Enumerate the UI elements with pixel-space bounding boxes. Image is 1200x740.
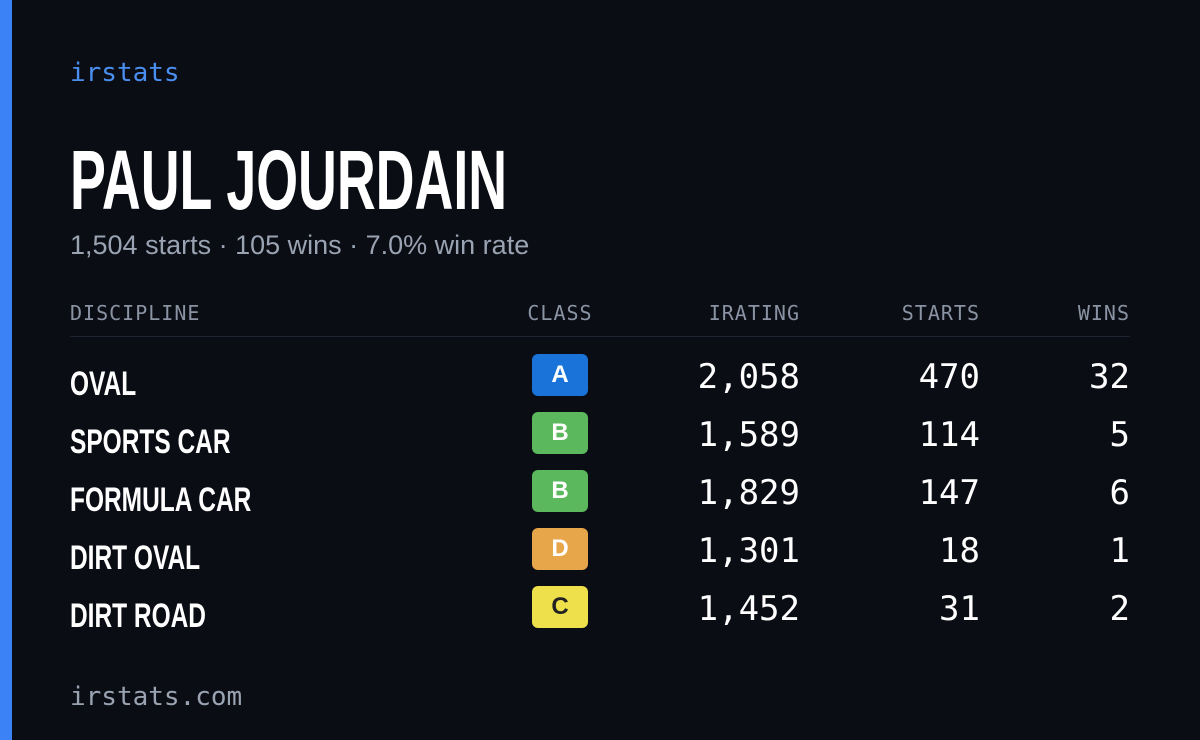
starts-value: 18 [939, 531, 980, 571]
footer: irstats.com [70, 682, 243, 712]
discipline: FORMULA CAR [70, 481, 252, 519]
discipline: SPORTS CAR [70, 423, 231, 461]
irating-value: 1,589 [697, 415, 800, 455]
wins-value: 5 [1109, 415, 1130, 455]
discipline: DIRT OVAL [70, 539, 201, 577]
starts-value: 114 [918, 415, 980, 455]
column-header: CLASS [527, 301, 593, 325]
starts-value: 470 [918, 357, 980, 397]
accent-stripe [0, 0, 12, 740]
starts-value: 31 [939, 589, 980, 629]
driver-name: PAUL JOURDAIN [70, 133, 508, 227]
column-header: STARTS [901, 301, 980, 325]
irating-value: 1,301 [697, 531, 800, 571]
header-rule [70, 336, 1130, 337]
starts-value: 147 [918, 473, 980, 513]
irating-value: 1,452 [697, 589, 800, 629]
wins-value: 2 [1109, 589, 1130, 629]
class-badge: B [532, 470, 588, 512]
column-header: WINS [1077, 301, 1130, 325]
class-badge: A [532, 354, 588, 396]
discipline: OVAL [70, 365, 137, 403]
class-badge: C [532, 586, 588, 628]
class-badge: D [532, 528, 588, 570]
wins-value: 1 [1109, 531, 1130, 571]
brand: irstats [70, 58, 180, 88]
irating-value: 1,829 [697, 473, 800, 513]
column-header: DISCIPLINE [70, 301, 201, 325]
summary: 1,504 starts · 105 wins · 7.0% win rate [70, 230, 530, 260]
irating-value: 2,058 [697, 357, 800, 397]
class-badge: B [532, 412, 588, 454]
discipline: DIRT ROAD [70, 597, 207, 635]
column-header: IRATING [708, 301, 800, 325]
wins-value: 32 [1089, 357, 1130, 397]
wins-value: 6 [1109, 473, 1130, 513]
